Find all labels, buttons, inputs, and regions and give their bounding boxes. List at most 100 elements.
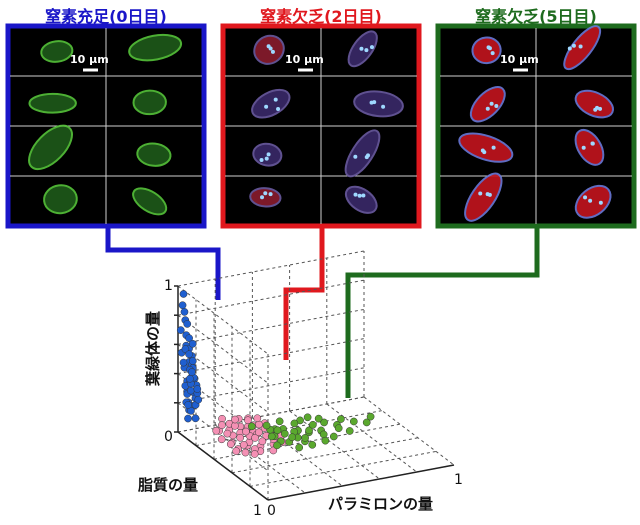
lipid-droplet [578, 44, 583, 49]
data-point-series-1 [239, 440, 248, 449]
cell [353, 90, 404, 118]
scale-bar-label: 10 µm [500, 53, 539, 66]
lipid-droplet [264, 156, 269, 161]
grid-line [177, 250, 365, 287]
panel-title-2: 窒素欠乏(5日目) [475, 7, 597, 26]
data-point-series-1 [244, 416, 252, 425]
data-point-series-0 [185, 334, 193, 343]
data-point-series-1 [250, 450, 259, 458]
grid-line [177, 314, 269, 384]
lipid-droplet [567, 46, 572, 51]
data-point-series-2 [321, 436, 330, 445]
lipid-droplet [276, 106, 281, 111]
lipid-droplet [361, 193, 366, 198]
data-point-series-2 [337, 415, 345, 423]
data-point-series-0 [193, 385, 202, 393]
grid-line [177, 396, 365, 433]
data-point-series-1 [258, 437, 267, 446]
z-axis-label: 葉緑体の量 [144, 311, 162, 387]
data-point-series-2 [308, 440, 317, 449]
lipid-droplet [273, 97, 278, 102]
lipid-droplet [353, 192, 358, 197]
lipid-droplet [590, 141, 595, 146]
data-point-series-1 [218, 421, 226, 429]
lipid-droplet [482, 150, 487, 155]
lipid-droplet [485, 106, 490, 111]
lipid-droplet [364, 48, 369, 53]
z-tick-0: 0 [164, 429, 173, 445]
lipid-droplet [364, 155, 369, 160]
cell [40, 40, 74, 63]
data-point-series-1 [226, 440, 235, 448]
z-tick-1: 1 [164, 278, 173, 294]
data-point-series-2 [345, 427, 354, 435]
data-point-series-1 [242, 427, 250, 436]
grid-line [177, 338, 365, 375]
data-point-series-1 [217, 435, 226, 444]
lipid-droplet [381, 104, 386, 109]
data-point-series-1 [251, 434, 259, 442]
lipid-droplet [268, 192, 273, 197]
data-point-series-0 [188, 339, 197, 348]
data-point-series-2 [247, 422, 256, 431]
cell [344, 185, 378, 214]
cell [132, 187, 168, 216]
panel-title-1: 窒素欠乏(2日目) [260, 7, 382, 26]
lipid-droplet [359, 46, 364, 51]
lipid-droplet [353, 154, 358, 159]
cell [28, 124, 73, 171]
data-point-series-0 [191, 414, 200, 423]
lipid-droplet [598, 106, 603, 111]
data-point-series-2 [273, 426, 282, 435]
lipid-droplet [259, 157, 264, 162]
lipid-droplet [581, 145, 586, 150]
scale-bar-label: 10 µm [285, 53, 324, 66]
data-point-series-0 [184, 414, 192, 423]
connector-blue [105, 224, 221, 300]
y-axis [177, 431, 269, 501]
data-point-series-0 [178, 301, 187, 310]
cell [458, 132, 514, 163]
micrograph-panels: 10 µm 10 µm 10 µm [5, 23, 637, 229]
data-point-series-0 [176, 326, 185, 334]
data-point-series-1 [253, 414, 262, 423]
data-point-series-1 [223, 429, 232, 438]
data-point-series-0 [183, 320, 192, 328]
lipid-droplet [263, 191, 268, 196]
lipid-droplet [260, 195, 265, 200]
data-point-series-2 [267, 432, 276, 441]
data-point-series-2 [329, 432, 338, 441]
data-point-series-1 [232, 447, 241, 455]
data-point-series-2 [309, 420, 317, 429]
lipid-droplet [357, 193, 362, 198]
cell [28, 92, 77, 114]
lipid-droplet [369, 45, 374, 50]
data-point-series-2 [262, 421, 271, 430]
data-point-series-1 [236, 433, 245, 442]
lipid-droplet [270, 49, 275, 54]
cell [251, 88, 291, 119]
grid-line [177, 285, 269, 355]
connector-red [283, 224, 325, 360]
lipid-droplet [369, 100, 374, 105]
y-tick-1: 1 [253, 503, 262, 519]
data-point-series-0 [179, 358, 188, 367]
data-point-series-2 [290, 419, 299, 428]
x-axis [267, 464, 455, 501]
data-point-series-1 [231, 415, 239, 424]
lipid-droplet [494, 104, 499, 109]
grid-line [249, 450, 437, 487]
data-point-series-2 [280, 429, 289, 438]
cell [253, 34, 285, 65]
grid-line [231, 437, 419, 474]
data-point-series-2 [301, 434, 309, 442]
cell [464, 172, 503, 222]
cell [574, 89, 615, 119]
data-point-series-2 [305, 426, 313, 435]
data-point-series-0 [180, 308, 189, 316]
data-point-series-2 [273, 441, 281, 450]
grid-line [177, 367, 365, 404]
cell [574, 128, 605, 166]
lipid-droplet [266, 152, 271, 157]
